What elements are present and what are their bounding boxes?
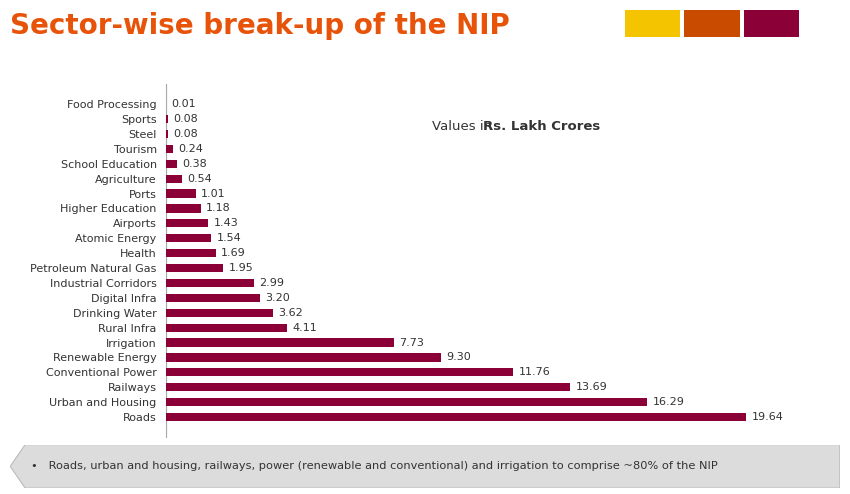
Text: 0.54: 0.54: [187, 173, 212, 184]
Bar: [166, 115, 168, 123]
Text: 0.08: 0.08: [173, 114, 198, 124]
Text: 0.01: 0.01: [172, 99, 196, 109]
Text: 11.76: 11.76: [518, 368, 551, 377]
Bar: [166, 205, 201, 212]
Bar: [166, 234, 212, 243]
Text: 3.62: 3.62: [278, 308, 303, 318]
Text: Rs. Lakh Crores: Rs. Lakh Crores: [483, 120, 600, 133]
Text: 13.69: 13.69: [575, 382, 608, 392]
Text: 0.38: 0.38: [182, 159, 207, 169]
Text: Sector-wise break-up of the NIP: Sector-wise break-up of the NIP: [10, 12, 510, 41]
Text: 1.43: 1.43: [213, 218, 238, 228]
Bar: [166, 398, 647, 406]
Text: 1.18: 1.18: [206, 204, 230, 213]
Bar: [166, 219, 208, 227]
Bar: [166, 145, 173, 153]
Text: •   Roads, urban and housing, railways, power (renewable and conventional) and i: • Roads, urban and housing, railways, po…: [31, 461, 717, 471]
Bar: [166, 294, 260, 302]
Bar: [166, 338, 394, 347]
Bar: [166, 249, 216, 257]
Text: Values in: Values in: [432, 120, 496, 133]
Text: 7.73: 7.73: [400, 337, 424, 348]
Text: 19.64: 19.64: [751, 412, 784, 422]
Bar: [166, 264, 224, 272]
Bar: [166, 324, 287, 332]
Bar: [166, 279, 254, 287]
Text: 1.69: 1.69: [221, 248, 246, 258]
Bar: [166, 353, 440, 362]
Text: 2.99: 2.99: [259, 278, 285, 288]
Bar: [166, 383, 570, 391]
Text: 3.20: 3.20: [266, 293, 291, 303]
Bar: [166, 174, 182, 183]
Bar: [166, 309, 273, 317]
Polygon shape: [10, 445, 840, 488]
Text: 0.08: 0.08: [173, 129, 198, 139]
Bar: [166, 160, 177, 168]
Text: 0.24: 0.24: [178, 144, 203, 154]
Bar: [166, 189, 196, 198]
Bar: [166, 368, 513, 376]
Text: 1.01: 1.01: [201, 189, 225, 199]
Text: 1.95: 1.95: [229, 263, 253, 273]
Text: 9.30: 9.30: [446, 352, 471, 363]
Bar: [166, 130, 168, 138]
Text: 4.11: 4.11: [292, 323, 317, 332]
Bar: [166, 413, 746, 421]
Text: 16.29: 16.29: [653, 397, 684, 407]
Text: 1.54: 1.54: [217, 233, 241, 243]
